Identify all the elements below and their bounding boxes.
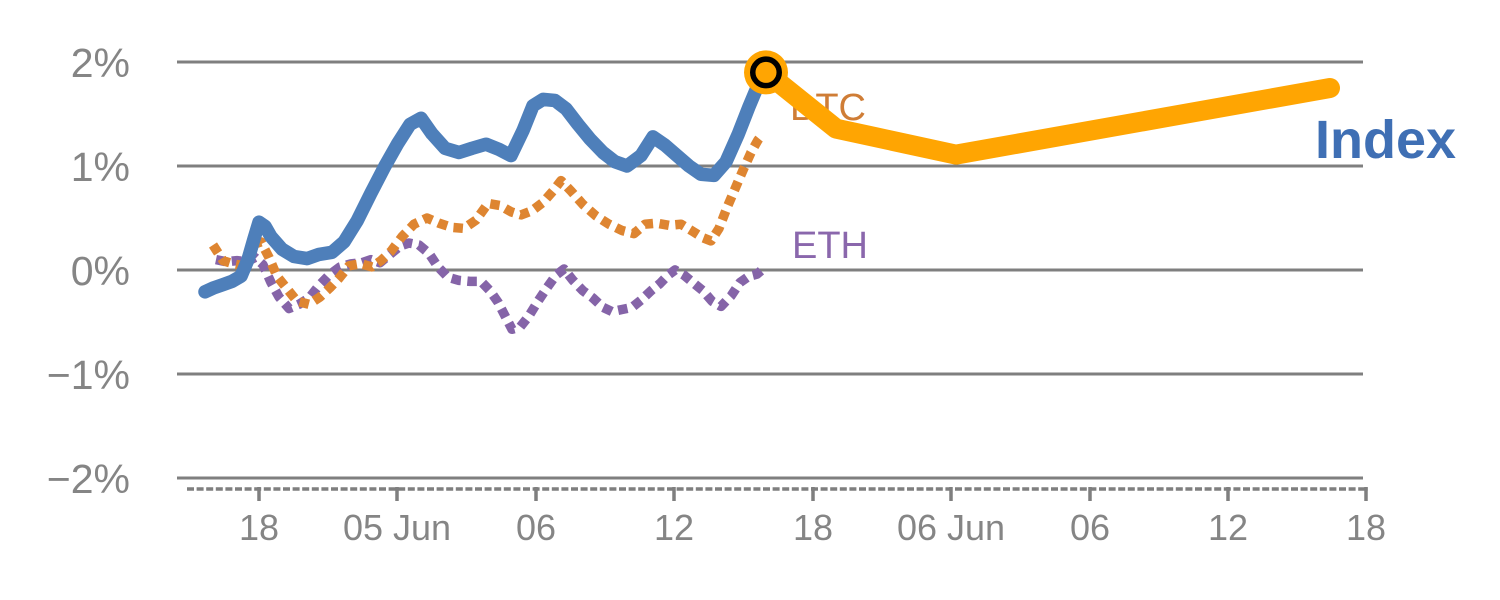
x-tick-label: 18 bbox=[239, 507, 279, 548]
x-tick-label: 12 bbox=[1208, 507, 1248, 548]
x-tick-label: 06 Jun bbox=[897, 507, 1005, 548]
x-tick-label: 18 bbox=[1346, 507, 1386, 548]
x-tick-label: 18 bbox=[793, 507, 833, 548]
x-tick-label: 05 Jun bbox=[343, 507, 451, 548]
index-label: Index bbox=[1315, 110, 1456, 170]
series-eth-line bbox=[215, 238, 767, 335]
x-tick-label: 12 bbox=[654, 507, 694, 548]
eth-label: ETH bbox=[792, 225, 868, 267]
y-tick-label: −1% bbox=[47, 352, 130, 398]
x-tick-label: 06 bbox=[1070, 507, 1110, 548]
series-btc-projected-line bbox=[756, 62, 1340, 165]
series-index-line bbox=[198, 65, 773, 299]
y-tick-label: −2% bbox=[47, 456, 130, 502]
event-marker-ring bbox=[750, 56, 782, 89]
y-tick-label: 0% bbox=[71, 248, 130, 294]
y-tick-label: 2% bbox=[71, 40, 130, 86]
x-tick-label: 06 bbox=[516, 507, 556, 548]
series-btc-line bbox=[209, 130, 767, 310]
y-tick-label: 1% bbox=[71, 144, 130, 190]
